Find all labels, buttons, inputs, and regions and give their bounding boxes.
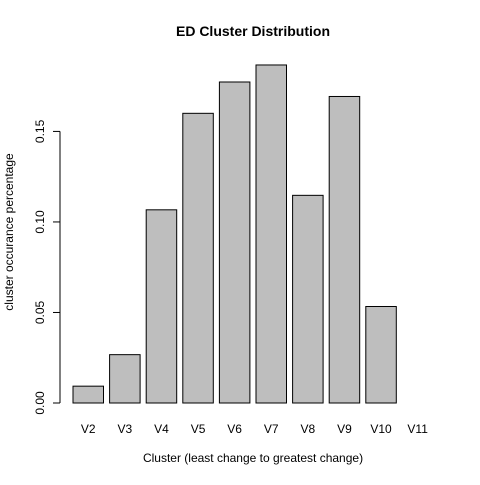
x-tick-labels: V2 V3 V4 V5 V6 V7 V8 V9 V10 V11: [81, 422, 428, 436]
x-tick-label-v2: V2: [81, 422, 96, 436]
x-tick-label-v5: V5: [191, 422, 206, 436]
bar-v2: [72, 385, 104, 404]
y-axis-label: cluster occurance percentage: [2, 153, 16, 311]
y-tick-label: 0.00: [33, 391, 47, 415]
y-tick-label: 0.15: [33, 119, 47, 143]
x-tick-label-v3: V3: [118, 422, 133, 436]
x-tick-label-v11: V11: [407, 422, 428, 436]
bar-v6: [218, 81, 251, 404]
x-tick-label-v9: V9: [337, 422, 352, 436]
x-tick-label-v8: V8: [301, 422, 316, 436]
x-tick-label-v4: V4: [154, 422, 169, 436]
bar-v4: [145, 209, 178, 404]
bar-v10: [365, 305, 397, 404]
x-tick-label-v7: V7: [264, 422, 279, 436]
bar-v8: [292, 194, 324, 404]
bar-v7: [255, 64, 287, 404]
x-tick-label-v6: V6: [227, 422, 242, 436]
bars-group: [72, 64, 397, 404]
y-tick-label: 0.10: [33, 210, 47, 234]
bar-v5: [182, 112, 214, 404]
bar-v3: [109, 354, 141, 404]
x-tick-label-v10: V10: [370, 422, 392, 436]
chart-title: ED Cluster Distribution: [176, 23, 330, 39]
y-axis: 0.00 0.05 0.10 0.15: [33, 119, 61, 415]
x-axis-label: Cluster (least change to greatest change…: [143, 451, 363, 465]
y-tick-label: 0.05: [33, 300, 47, 324]
bar-v9: [328, 95, 361, 404]
